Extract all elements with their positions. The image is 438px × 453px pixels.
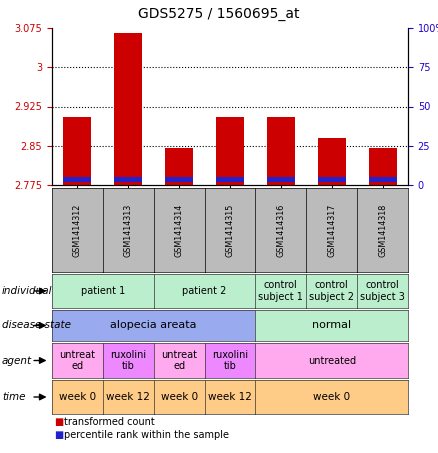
Text: control
subject 2: control subject 2 [309, 280, 354, 302]
Text: week 0: week 0 [161, 392, 198, 402]
Text: GSM1414316: GSM1414316 [276, 203, 286, 257]
Text: time: time [2, 392, 25, 402]
Bar [216, 177, 244, 182]
Bar [267, 177, 295, 182]
Text: GSM1414313: GSM1414313 [124, 203, 133, 257]
Bar [318, 177, 346, 182]
Text: alopecia areata: alopecia areata [110, 321, 197, 331]
Text: control
subject 1: control subject 1 [258, 280, 303, 302]
Text: disease state: disease state [2, 321, 71, 331]
Text: ruxolini
tib: ruxolini tib [212, 350, 248, 371]
Text: untreated: untreated [307, 356, 356, 366]
Text: GSM1414312: GSM1414312 [73, 203, 82, 257]
Bar [318, 138, 346, 185]
Bar [114, 33, 142, 185]
Text: GSM1414315: GSM1414315 [226, 203, 234, 257]
Text: GSM1414318: GSM1414318 [378, 203, 387, 257]
Text: GSM1414314: GSM1414314 [175, 203, 184, 257]
Text: untreat
ed: untreat ed [60, 350, 95, 371]
Text: week 12: week 12 [106, 392, 150, 402]
Bar [64, 117, 92, 185]
Bar [165, 177, 193, 182]
Text: untreat
ed: untreat ed [161, 350, 197, 371]
Text: week 0: week 0 [313, 392, 350, 402]
Text: week 0: week 0 [59, 392, 96, 402]
Text: week 12: week 12 [208, 392, 252, 402]
Bar [267, 117, 295, 185]
Text: control
subject 3: control subject 3 [360, 280, 405, 302]
Text: transformed count: transformed count [64, 417, 155, 427]
Text: GDS5275 / 1560695_at: GDS5275 / 1560695_at [138, 7, 300, 21]
Text: normal: normal [312, 321, 351, 331]
Bar [369, 149, 396, 185]
Text: ■: ■ [54, 417, 63, 427]
Text: percentile rank within the sample: percentile rank within the sample [64, 430, 229, 440]
Text: agent: agent [2, 356, 32, 366]
Bar [165, 149, 193, 185]
Text: ■: ■ [54, 430, 63, 440]
Text: ruxolini
tib: ruxolini tib [110, 350, 146, 371]
Text: patient 1: patient 1 [81, 286, 125, 296]
Bar [369, 177, 396, 182]
Text: patient 2: patient 2 [182, 286, 227, 296]
Bar [114, 177, 142, 182]
Bar [64, 177, 92, 182]
Bar [216, 117, 244, 185]
Text: individual: individual [2, 286, 53, 296]
Text: GSM1414317: GSM1414317 [327, 203, 336, 257]
